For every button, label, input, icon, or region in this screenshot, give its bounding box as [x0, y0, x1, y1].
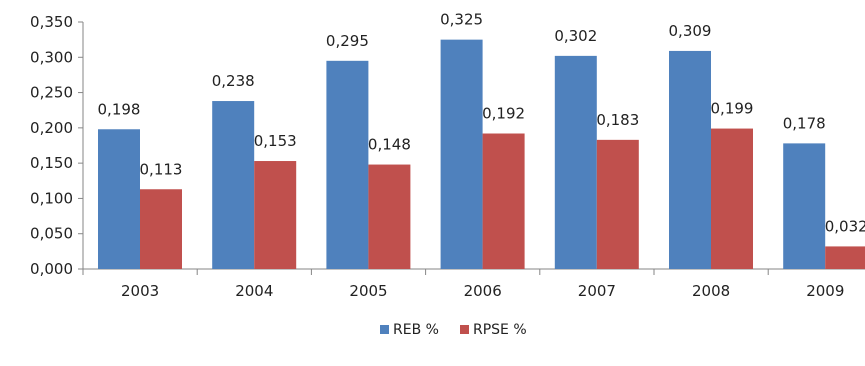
x-axis: 2003 2004 2005 2006 2007 2008 2009 — [82, 268, 865, 300]
y-tick-label: 0,300 — [30, 48, 73, 66]
data-label: 0,178 — [783, 114, 826, 132]
data-label: 0,192 — [482, 105, 525, 123]
data-labels: 0,198 0,113 0,238 0,153 0,295 0,148 0,325 0,192… — [98, 11, 865, 236]
y-tick-label: 0,100 — [30, 189, 73, 207]
data-label: 0,183 — [596, 111, 639, 129]
bars — [98, 39, 865, 270]
bar-reb — [669, 50, 711, 270]
x-category-label: 2009 — [806, 282, 844, 300]
bar-reb — [440, 39, 483, 270]
bar-reb — [212, 101, 255, 269]
y-tick-label: 0,200 — [30, 119, 73, 137]
y-tick-label: 0,050 — [30, 225, 73, 243]
data-label: 0,032 — [825, 217, 865, 235]
data-label: 0,309 — [669, 22, 712, 40]
bar-reb — [98, 129, 140, 269]
bar-rpse — [711, 128, 753, 269]
data-label: 0,148 — [368, 136, 411, 154]
x-category-label: 2007 — [578, 282, 616, 300]
bar-rpse — [140, 189, 182, 269]
y-tick-label: 0,150 — [30, 154, 73, 172]
legend-swatch — [380, 325, 389, 334]
data-label: 0,295 — [326, 32, 369, 50]
y-axis: 0,000 0,050 0,100 0,150 0,200 0,250 0,300 0,350 — [30, 13, 84, 278]
legend-swatch — [460, 325, 469, 334]
data-label: 0,198 — [98, 100, 141, 118]
x-category-label: 2004 — [235, 282, 273, 300]
x-category-label: 2008 — [692, 282, 730, 300]
data-label: 0,199 — [711, 100, 754, 118]
y-tick-label: 0,000 — [30, 260, 73, 278]
bar-rpse — [368, 164, 411, 269]
y-tick-label: 0,350 — [30, 13, 73, 31]
bar-reb — [783, 143, 826, 269]
legend: REB % RPSE % — [380, 322, 527, 338]
data-label: 0,153 — [254, 132, 297, 150]
bar-reb — [326, 60, 369, 269]
legend-label: RPSE % — [473, 322, 527, 338]
legend-label: REB % — [393, 322, 439, 338]
x-category-label: 2006 — [464, 282, 502, 300]
bar-rpse — [482, 133, 525, 269]
bar-rpse — [825, 246, 865, 269]
data-label: 0,302 — [554, 27, 597, 45]
bar-reb — [554, 55, 597, 270]
bar-rpse — [596, 139, 639, 269]
data-label: 0,238 — [212, 72, 255, 90]
data-label: 0,113 — [140, 160, 183, 178]
y-tick-label: 0,250 — [30, 84, 73, 102]
x-category-label: 2003 — [121, 282, 159, 300]
bar-rpse — [254, 161, 297, 269]
x-category-label: 2005 — [349, 282, 387, 300]
data-label: 0,325 — [440, 11, 483, 29]
